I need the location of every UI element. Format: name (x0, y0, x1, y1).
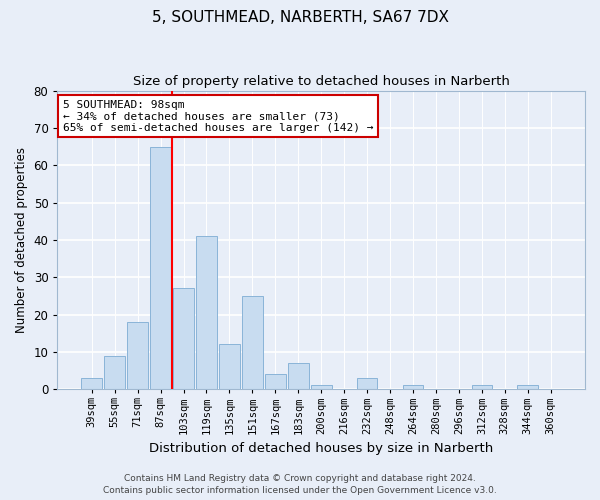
Bar (150, 146, 171, 389)
Bar (104, 356, 125, 389)
Text: Contains HM Land Registry data © Crown copyright and database right 2024.
Contai: Contains HM Land Registry data © Crown c… (103, 474, 497, 495)
Bar (311, 386, 332, 389)
Bar (82, 378, 102, 389)
Text: 5 SOUTHMEAD: 98sqm
← 34% of detached houses are smaller (73)
65% of semi-detache: 5 SOUTHMEAD: 98sqm ← 34% of detached hou… (63, 100, 373, 132)
Bar (173, 288, 194, 389)
Bar (357, 378, 377, 389)
Bar (265, 374, 286, 389)
Bar (288, 363, 308, 389)
Bar (517, 386, 538, 389)
Title: Size of property relative to detached houses in Narberth: Size of property relative to detached ho… (133, 75, 509, 88)
Bar (403, 386, 424, 389)
Text: 5, SOUTHMEAD, NARBERTH, SA67 7DX: 5, SOUTHMEAD, NARBERTH, SA67 7DX (151, 10, 449, 25)
Bar (472, 386, 492, 389)
Bar (196, 236, 217, 389)
Y-axis label: Number of detached properties: Number of detached properties (15, 147, 28, 333)
X-axis label: Distribution of detached houses by size in Narberth: Distribution of detached houses by size … (149, 442, 493, 455)
Bar (127, 322, 148, 389)
Bar (242, 296, 263, 389)
Bar (219, 344, 240, 389)
